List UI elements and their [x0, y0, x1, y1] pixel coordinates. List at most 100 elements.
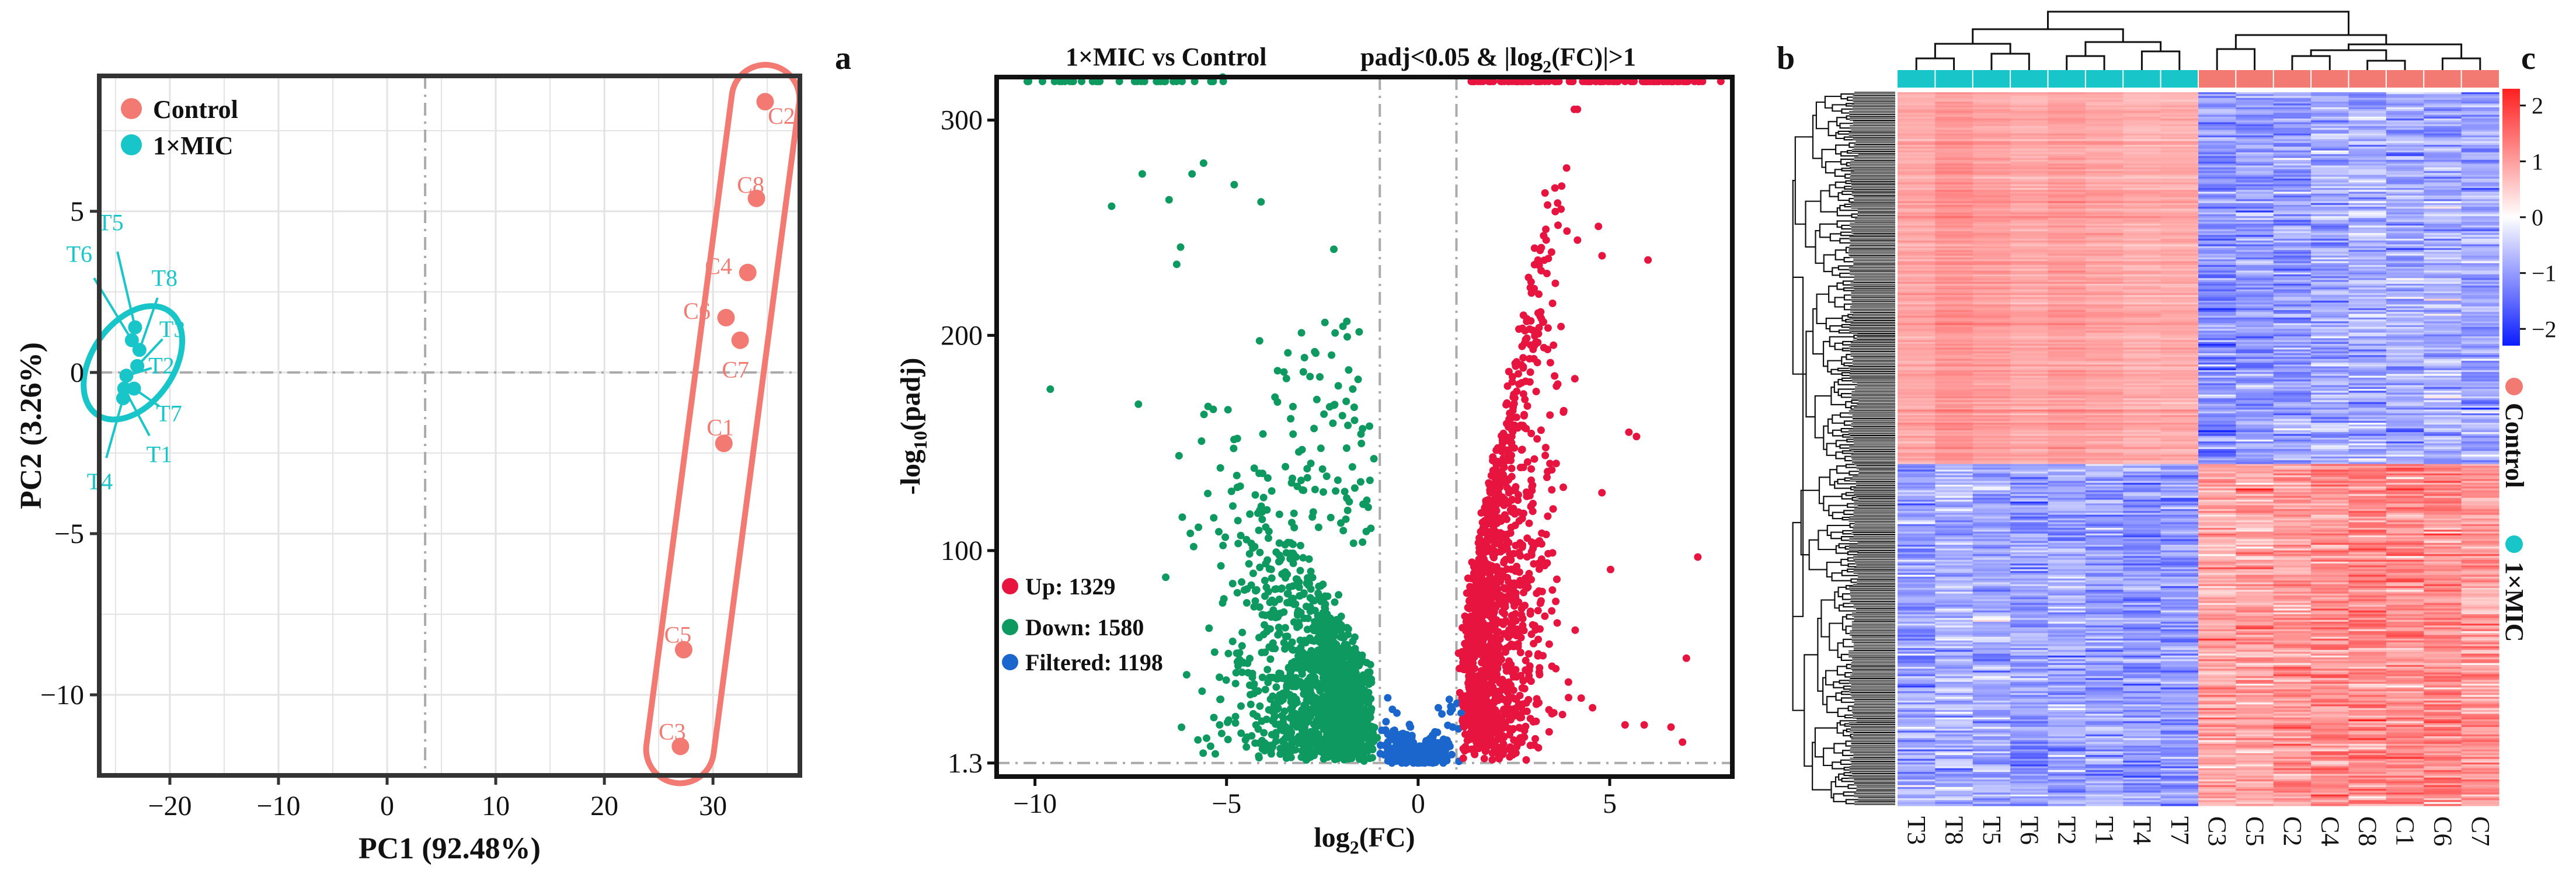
volcano-point-up	[1548, 549, 1557, 557]
volcano-point-up	[1512, 695, 1520, 704]
volcano-point-up	[1473, 642, 1481, 650]
volcano-point-down	[1115, 77, 1123, 85]
volcano-point-filtered	[1446, 708, 1454, 716]
volcano-point-up	[1510, 602, 1518, 610]
volcano-point-down	[1194, 736, 1202, 744]
volcano-point-down	[1299, 368, 1307, 376]
volcano-point-down	[1366, 422, 1373, 430]
volcano-point-down	[1263, 666, 1272, 674]
volcano-point-down	[1268, 487, 1276, 495]
volcano-point-up	[1478, 572, 1486, 580]
column-group-annotation-bar	[1898, 70, 2499, 88]
volcano-point-down	[1275, 624, 1283, 631]
volcano-point-filtered	[1425, 757, 1432, 764]
volcano-point-up	[1530, 639, 1538, 648]
volcano-point-up	[1528, 486, 1536, 495]
volcano-point-down	[1255, 526, 1263, 534]
volcano-point-up	[1522, 656, 1530, 664]
volcano-point-down	[1265, 673, 1273, 681]
pca-reference-lines	[99, 76, 800, 775]
volcano-point-up	[1571, 375, 1579, 383]
volcano-legend-filtered-swatch	[1002, 654, 1018, 670]
volcano-point-down	[1364, 503, 1372, 511]
volcano-point-up	[1511, 521, 1519, 530]
volcano-point-down	[1250, 603, 1258, 611]
row-dendrogram-link	[1844, 455, 1852, 462]
heatmap-panel: b c T3 T8 T5 T6 T2 T1 T4 T7 C3 C5 C2 C4 C8 C1 C6 C7 210…	[1777, 11, 2557, 846]
volcano-point-down	[1278, 712, 1286, 720]
volcano-point-down	[1258, 516, 1266, 523]
volcano-point-down	[1134, 400, 1143, 408]
volcano-point-down	[1307, 573, 1314, 581]
volcano-point-down	[1216, 673, 1224, 681]
row-dendrogram-link	[1847, 568, 1854, 573]
dendrogram-link	[2216, 48, 2256, 70]
pca-y-tick-label: 0	[70, 357, 84, 388]
volcano-point-down	[1329, 653, 1337, 661]
pca-point-label: T1	[147, 441, 172, 468]
volcano-x-tick-label: 0	[1411, 788, 1425, 819]
volcano-point-down	[1204, 489, 1212, 497]
volcano-point-down	[1246, 510, 1254, 518]
volcano-point-filtered	[1384, 730, 1392, 739]
volcano-point-up	[1553, 575, 1561, 583]
volcano-point-up	[1512, 749, 1520, 757]
volcano-point-down	[1238, 578, 1246, 586]
row-dendrogram-link	[1840, 158, 1854, 165]
volcano-point-up	[1533, 435, 1541, 443]
row-dendrogram-link	[1816, 293, 1829, 325]
volcano-point-up	[1492, 632, 1501, 640]
volcano-point-down	[1334, 690, 1342, 698]
volcano-point-up	[1505, 367, 1513, 375]
volcano-point-down	[1293, 609, 1301, 617]
volcano-point-filtered	[1376, 741, 1384, 749]
dendrogram-link	[2084, 41, 2162, 56]
volcano-point-down	[1266, 655, 1275, 663]
volcano-point-up	[1508, 378, 1516, 386]
volcano-point-down	[1330, 711, 1338, 719]
volcano-point-up	[1545, 640, 1553, 648]
volcano-point-filtered	[1457, 709, 1465, 717]
volcano-point-up	[1487, 589, 1495, 597]
volcano-point-down	[1289, 559, 1297, 568]
volcano-point-down	[1300, 636, 1308, 645]
volcano-point-down	[1320, 683, 1328, 691]
volcano-up-points	[1454, 77, 1725, 764]
volcano-point-down	[1260, 729, 1268, 737]
volcano-point-up	[1485, 479, 1493, 487]
volcano-point-down	[1348, 463, 1356, 471]
volcano-point-down	[1210, 514, 1218, 522]
row-dendrogram-link	[1812, 308, 1824, 355]
volcano-point-down	[1050, 77, 1059, 85]
volcano-point-down	[1342, 444, 1350, 452]
row-dendrogram-link	[1847, 551, 1858, 555]
volcano-point-down	[1303, 650, 1311, 659]
pca-point-label: C4	[705, 253, 732, 279]
volcano-point-up	[1536, 599, 1544, 607]
volcano-point-down	[1233, 434, 1241, 443]
volcano-point-down	[1290, 618, 1298, 626]
volcano-point-down	[1275, 595, 1283, 603]
volcano-point-up	[1473, 584, 1481, 593]
volcano-point-down	[1231, 680, 1240, 688]
volcano-point-down	[1329, 646, 1338, 655]
row-dendrogram-link	[1837, 478, 1856, 485]
volcano-point-down	[1209, 405, 1217, 413]
volcano-point-down	[1189, 542, 1198, 551]
volcano-point-up	[1503, 688, 1512, 697]
volcano-point-up	[1536, 246, 1544, 255]
volcano-point-down	[1363, 669, 1371, 677]
volcano-point-up	[1543, 474, 1551, 481]
volcano-point-up	[1521, 601, 1529, 610]
volcano-point-up	[1565, 694, 1572, 702]
volcano-point-filtered	[1389, 736, 1397, 743]
volcano-point-up	[1577, 694, 1585, 702]
volcano-point-up	[1481, 624, 1489, 632]
volcano-point-up	[1530, 455, 1538, 463]
volcano-point-down	[1274, 613, 1282, 621]
volcano-point-filtered	[1388, 705, 1397, 714]
volcano-point-down	[1288, 740, 1296, 749]
volcano-point-down	[1273, 367, 1282, 375]
volcano-point-down	[1257, 198, 1265, 206]
